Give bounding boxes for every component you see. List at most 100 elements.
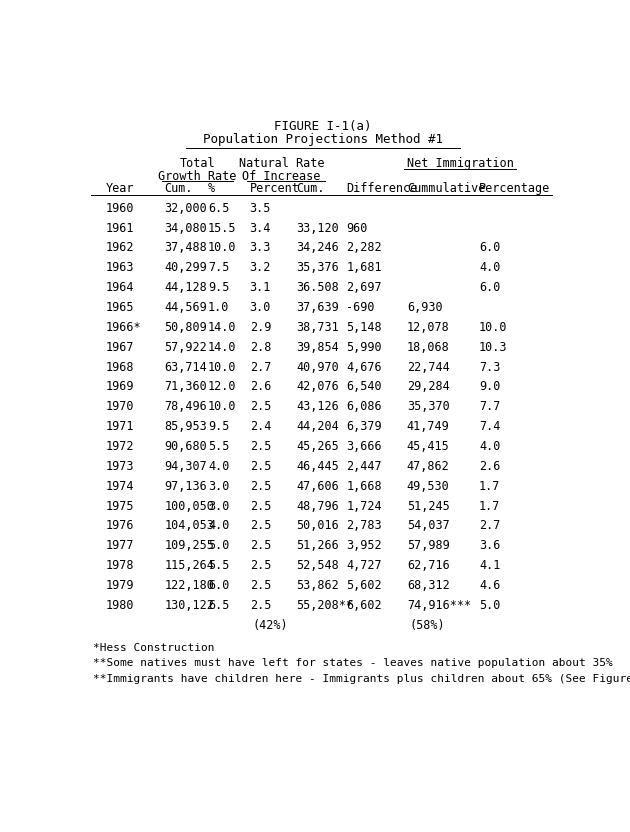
Text: 45,415: 45,415 bbox=[407, 440, 450, 453]
Text: 1976: 1976 bbox=[106, 519, 134, 532]
Text: 2,697: 2,697 bbox=[346, 281, 382, 295]
Text: *Hess Construction: *Hess Construction bbox=[93, 643, 215, 653]
Text: 44,128: 44,128 bbox=[164, 281, 207, 295]
Text: 4.0: 4.0 bbox=[479, 261, 500, 275]
Text: 90,680: 90,680 bbox=[164, 440, 207, 453]
Text: 1,681: 1,681 bbox=[346, 261, 382, 275]
Text: 6,602: 6,602 bbox=[346, 599, 382, 612]
Text: 63,714: 63,714 bbox=[164, 360, 207, 374]
Text: Population Projections Method #1: Population Projections Method #1 bbox=[203, 133, 443, 146]
Text: 5.5: 5.5 bbox=[208, 440, 229, 453]
Text: 37,639: 37,639 bbox=[296, 301, 339, 314]
Text: 32,000: 32,000 bbox=[164, 201, 207, 215]
Text: 4.0: 4.0 bbox=[208, 519, 229, 532]
Text: 2.5: 2.5 bbox=[249, 519, 271, 532]
Text: 53,862: 53,862 bbox=[296, 579, 339, 592]
Text: 34,080: 34,080 bbox=[164, 221, 207, 235]
Text: Growth Rate: Growth Rate bbox=[158, 170, 236, 183]
Text: 62,716: 62,716 bbox=[407, 559, 450, 572]
Text: 3.1: 3.1 bbox=[249, 281, 271, 295]
Text: 2.5: 2.5 bbox=[249, 460, 271, 473]
Text: 51,266: 51,266 bbox=[296, 539, 339, 552]
Text: 2.5: 2.5 bbox=[249, 579, 271, 592]
Text: 35,370: 35,370 bbox=[407, 400, 450, 414]
Text: 4,676: 4,676 bbox=[346, 360, 382, 374]
Text: 6,086: 6,086 bbox=[346, 400, 382, 414]
Text: Natural Rate: Natural Rate bbox=[239, 157, 324, 171]
Text: 1965: 1965 bbox=[106, 301, 134, 314]
Text: -690: -690 bbox=[346, 301, 375, 314]
Text: 7.7: 7.7 bbox=[479, 400, 500, 414]
Text: 6.5: 6.5 bbox=[208, 201, 229, 215]
Text: 1968: 1968 bbox=[106, 360, 134, 374]
Text: FIGURE I-1(a): FIGURE I-1(a) bbox=[274, 121, 372, 133]
Text: 12.0: 12.0 bbox=[208, 380, 237, 394]
Text: 3.3: 3.3 bbox=[249, 241, 271, 255]
Text: 3.6: 3.6 bbox=[479, 539, 500, 552]
Text: 9.5: 9.5 bbox=[208, 420, 229, 433]
Text: 10.3: 10.3 bbox=[479, 341, 508, 354]
Text: 78,496: 78,496 bbox=[164, 400, 207, 414]
Text: 41,749: 41,749 bbox=[407, 420, 450, 433]
Text: 1963: 1963 bbox=[106, 261, 134, 275]
Text: 104,053: 104,053 bbox=[164, 519, 214, 532]
Text: 85,953: 85,953 bbox=[164, 420, 207, 433]
Text: 100,050: 100,050 bbox=[164, 499, 214, 513]
Text: 71,360: 71,360 bbox=[164, 380, 207, 394]
Text: 960: 960 bbox=[346, 221, 368, 235]
Text: 1969: 1969 bbox=[106, 380, 134, 394]
Text: 3.0: 3.0 bbox=[208, 499, 229, 513]
Text: 1,724: 1,724 bbox=[346, 499, 382, 513]
Text: 109,255: 109,255 bbox=[164, 539, 214, 552]
Text: 29,284: 29,284 bbox=[407, 380, 450, 394]
Text: 3.4: 3.4 bbox=[249, 221, 271, 235]
Text: 2,447: 2,447 bbox=[346, 460, 382, 473]
Text: 15.5: 15.5 bbox=[208, 221, 237, 235]
Text: 5,602: 5,602 bbox=[346, 579, 382, 592]
Text: 35,376: 35,376 bbox=[296, 261, 339, 275]
Text: 5.0: 5.0 bbox=[479, 599, 500, 612]
Text: 2.5: 2.5 bbox=[249, 499, 271, 513]
Text: 48,796: 48,796 bbox=[296, 499, 339, 513]
Text: 5.5: 5.5 bbox=[208, 559, 229, 572]
Text: 2.5: 2.5 bbox=[249, 559, 271, 572]
Text: 1964: 1964 bbox=[106, 281, 134, 295]
Text: %: % bbox=[208, 182, 215, 195]
Text: 33,120: 33,120 bbox=[296, 221, 339, 235]
Text: 2.5: 2.5 bbox=[249, 480, 271, 493]
Text: 5,990: 5,990 bbox=[346, 341, 382, 354]
Text: 1971: 1971 bbox=[106, 420, 134, 433]
Text: 55,208**: 55,208** bbox=[296, 599, 353, 612]
Text: 1,668: 1,668 bbox=[346, 480, 382, 493]
Text: 97,136: 97,136 bbox=[164, 480, 207, 493]
Text: 4,727: 4,727 bbox=[346, 559, 382, 572]
Text: 2,783: 2,783 bbox=[346, 519, 382, 532]
Text: 74,916***: 74,916*** bbox=[407, 599, 471, 612]
Text: 1.0: 1.0 bbox=[208, 301, 229, 314]
Text: 1961: 1961 bbox=[106, 221, 134, 235]
Text: 1960: 1960 bbox=[106, 201, 134, 215]
Text: 2.8: 2.8 bbox=[249, 341, 271, 354]
Text: 9.0: 9.0 bbox=[479, 380, 500, 394]
Text: Percent: Percent bbox=[249, 182, 299, 195]
Text: 52,548: 52,548 bbox=[296, 559, 339, 572]
Text: **Some natives must have left for states - leaves native population about 35%: **Some natives must have left for states… bbox=[93, 658, 613, 668]
Text: 130,122: 130,122 bbox=[164, 599, 214, 612]
Text: 10.0: 10.0 bbox=[479, 321, 508, 334]
Text: 1973: 1973 bbox=[106, 460, 134, 473]
Text: Cummulative: Cummulative bbox=[407, 182, 485, 195]
Text: 6.0: 6.0 bbox=[479, 241, 500, 255]
Text: Of Increase: Of Increase bbox=[242, 170, 321, 183]
Text: (42%): (42%) bbox=[252, 619, 288, 631]
Text: 6.5: 6.5 bbox=[208, 599, 229, 612]
Text: 3.5: 3.5 bbox=[249, 201, 271, 215]
Text: 6.0: 6.0 bbox=[479, 281, 500, 295]
Text: 45,265: 45,265 bbox=[296, 440, 339, 453]
Text: 2.4: 2.4 bbox=[249, 420, 271, 433]
Text: 12,078: 12,078 bbox=[407, 321, 450, 334]
Text: 9.5: 9.5 bbox=[208, 281, 229, 295]
Text: 37,488: 37,488 bbox=[164, 241, 207, 255]
Text: 1.7: 1.7 bbox=[479, 499, 500, 513]
Text: Percentage: Percentage bbox=[479, 182, 551, 195]
Text: 54,037: 54,037 bbox=[407, 519, 450, 532]
